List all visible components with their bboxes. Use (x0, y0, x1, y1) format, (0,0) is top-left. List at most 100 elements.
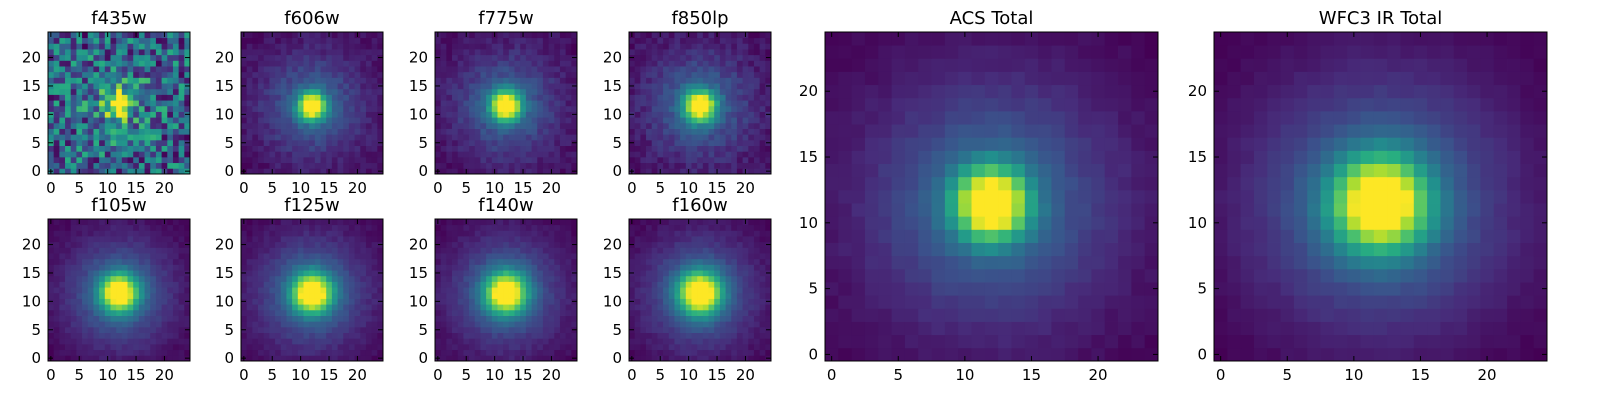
heatmap-cell (297, 247, 304, 254)
heatmap-cell (525, 156, 532, 164)
heatmap-cell (314, 66, 321, 73)
heatmap-cell (525, 253, 532, 260)
heatmap-cell (360, 32, 367, 39)
heatmap-cell (354, 77, 361, 84)
heatmap-cell (360, 236, 367, 243)
heatmap-cell (172, 111, 180, 118)
heatmap-cell (354, 321, 361, 328)
heatmap-cell (150, 94, 157, 101)
heatmap-cell (286, 315, 293, 322)
heatmap-cell (503, 88, 510, 95)
heatmap-cell (497, 321, 504, 328)
heatmap-cell (87, 156, 94, 164)
heatmap-cell (286, 134, 293, 141)
heatmap-cell (520, 162, 527, 169)
heatmap-cell (150, 315, 157, 322)
heatmap-cell (640, 94, 647, 101)
heatmap-cell (258, 275, 265, 282)
heatmap-cell (446, 230, 453, 237)
axes-frame (628, 31, 772, 175)
heatmap-cell (167, 37, 174, 44)
heatmap-cell (457, 304, 464, 311)
y-tick-label: 0 (612, 162, 622, 180)
heatmap-cell (303, 111, 310, 118)
heatmap-cell (87, 122, 94, 129)
heatmap-cell (554, 77, 561, 84)
heatmap-cell (144, 139, 151, 146)
heatmap-cell (138, 105, 145, 112)
heatmap-cell (548, 298, 555, 305)
heatmap-cell (440, 105, 447, 112)
heatmap-cell (178, 145, 185, 152)
heatmap-cell (241, 264, 248, 271)
heatmap-cell (697, 117, 704, 124)
heatmap-cell (53, 151, 60, 158)
heatmap-cell (138, 151, 145, 158)
heatmap-cell (651, 168, 658, 175)
heatmap-cell (742, 77, 749, 84)
heatmap-cell (520, 230, 527, 237)
heatmap-cell (320, 122, 327, 129)
heatmap-cell (70, 355, 77, 362)
heatmap-cell (127, 43, 134, 50)
heatmap-cell (674, 54, 681, 61)
heatmap-cell (714, 37, 721, 44)
heatmap-cell (365, 100, 373, 107)
heatmap-cell (155, 298, 162, 305)
heatmap-cell (87, 309, 94, 316)
heatmap-cell (435, 287, 442, 294)
heatmap-cell (452, 230, 459, 237)
heatmap-cell (691, 122, 698, 129)
heatmap-cell (446, 332, 453, 339)
heatmap-cell (457, 247, 464, 254)
heatmap-cell (343, 139, 350, 146)
heatmap-cell (53, 54, 60, 61)
heatmap-cell (674, 321, 681, 328)
heatmap-cell (748, 315, 755, 322)
x-tick-label: 10 (485, 366, 504, 384)
heatmap-cell (759, 321, 766, 328)
heatmap-cell (748, 309, 755, 316)
heatmap-cell (748, 60, 755, 67)
heatmap-cell (121, 309, 128, 316)
heatmap-cell (354, 134, 361, 141)
heatmap-cell (377, 162, 384, 169)
heatmap-cell (53, 49, 60, 56)
heatmap-cell (708, 355, 715, 362)
heatmap-cell (167, 88, 174, 95)
heatmap-cell (663, 122, 670, 129)
heatmap-cell (657, 281, 664, 288)
heatmap-cell (82, 37, 89, 44)
heatmap-cell (337, 37, 344, 44)
heatmap-cell (110, 332, 117, 339)
heatmap-cell (503, 253, 510, 260)
heatmap-cell (457, 281, 464, 288)
heatmap-cell (463, 134, 470, 141)
heatmap-cell (104, 77, 111, 84)
heatmap-cell (742, 105, 749, 112)
heatmap-cell (337, 117, 344, 124)
heatmap-cell (748, 139, 755, 146)
heatmap-cell (435, 247, 442, 254)
heatmap-cell (331, 156, 338, 164)
heatmap-cell (167, 349, 174, 356)
heatmap-cell (138, 162, 145, 169)
heatmap-cell (65, 94, 72, 101)
heatmap-cell (275, 162, 282, 169)
heatmap-cell (685, 281, 692, 288)
heatmap-cell (731, 139, 738, 146)
heatmap-cell (303, 326, 310, 333)
heatmap-cell (435, 60, 442, 67)
heatmap-cell (531, 270, 538, 277)
heatmap-cell (657, 122, 664, 129)
heatmap-cell (685, 349, 692, 356)
heatmap-cell (116, 94, 123, 101)
heatmap-cell (178, 304, 185, 311)
heatmap-cell (133, 111, 140, 118)
heatmap-cell (503, 66, 510, 73)
heatmap-cell (731, 321, 738, 328)
heatmap-cell (531, 128, 538, 135)
heatmap-cell (138, 94, 145, 101)
heatmap-cell (59, 43, 66, 50)
heatmap-cell (634, 156, 641, 164)
